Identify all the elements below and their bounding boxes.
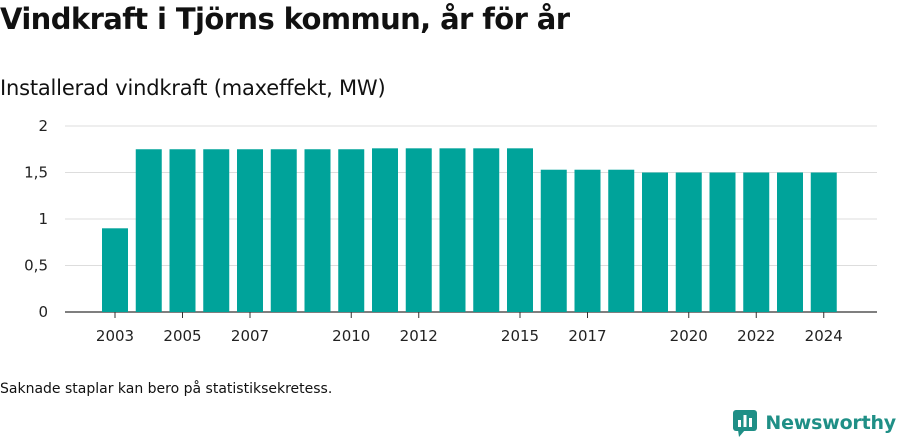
x-tick-label: 2003: [96, 327, 134, 345]
bar-2016: [540, 169, 567, 312]
bar-2006: [203, 149, 230, 312]
chart-title: Vindkraft i Tjörns kommun, år för år: [0, 2, 570, 36]
x-tick-label: 2010: [332, 327, 370, 345]
x-tick-label: 2005: [163, 327, 201, 345]
bar-2019: [642, 172, 668, 312]
bar-2009: [304, 149, 331, 312]
bar-2012: [405, 148, 432, 312]
bar-2023: [777, 172, 803, 312]
x-tick-label: 2020: [670, 327, 708, 345]
bar-2018: [608, 169, 635, 312]
y-tick-label: 1,5: [24, 164, 48, 182]
bar-chart: 00,511,52 2003 2005 2007 2010 2012 2015 2017 20…: [24, 117, 877, 345]
x-tick-label: 2015: [501, 327, 539, 345]
brand[interactable]: Newsworthy: [732, 407, 896, 439]
bar-2011: [372, 148, 398, 312]
y-tick-label: 1: [38, 210, 48, 228]
bar-2015: [507, 148, 533, 312]
bar-2005: [169, 149, 196, 312]
chart-subtitle: Installerad vindkraft (maxeffekt, MW): [0, 76, 386, 100]
bars: [102, 148, 837, 312]
bar-2010: [338, 149, 365, 312]
bar-2013: [439, 148, 466, 312]
newsworthy-logo-icon: [733, 409, 758, 437]
y-tick-label: 0,5: [24, 257, 48, 275]
bar-2021: [709, 172, 736, 312]
bar-2014: [473, 148, 500, 312]
x-tick-label: 2022: [737, 327, 775, 345]
bar-2020: [675, 172, 702, 312]
bar-2017: [574, 169, 601, 312]
brand-name: Newsworthy: [765, 412, 896, 434]
x-tick-label: 2017: [568, 327, 606, 345]
y-tick-label: 2: [38, 117, 48, 135]
x-tick-label: 2007: [231, 327, 269, 345]
y-axis-ticks: 0 0,5 1 1,5 2: [24, 117, 48, 321]
gridlines: [65, 125, 877, 313]
bar-2003: [102, 228, 128, 312]
footnote: Saknade staplar kan bero på statistiksek…: [0, 381, 333, 397]
y-tick-label: 0: [38, 303, 48, 321]
bar-2007: [237, 149, 263, 312]
bar-2008: [270, 149, 297, 312]
x-tick-label: 2012: [400, 327, 438, 345]
bar-2004: [135, 149, 162, 312]
bar-2022: [743, 172, 770, 312]
x-tick-label: 2024: [805, 327, 843, 345]
bar-2024: [810, 172, 837, 312]
x-axis-ticks: 2003 2005 2007 2010 2012 2015 2017 2020 2022 2024: [96, 312, 843, 345]
